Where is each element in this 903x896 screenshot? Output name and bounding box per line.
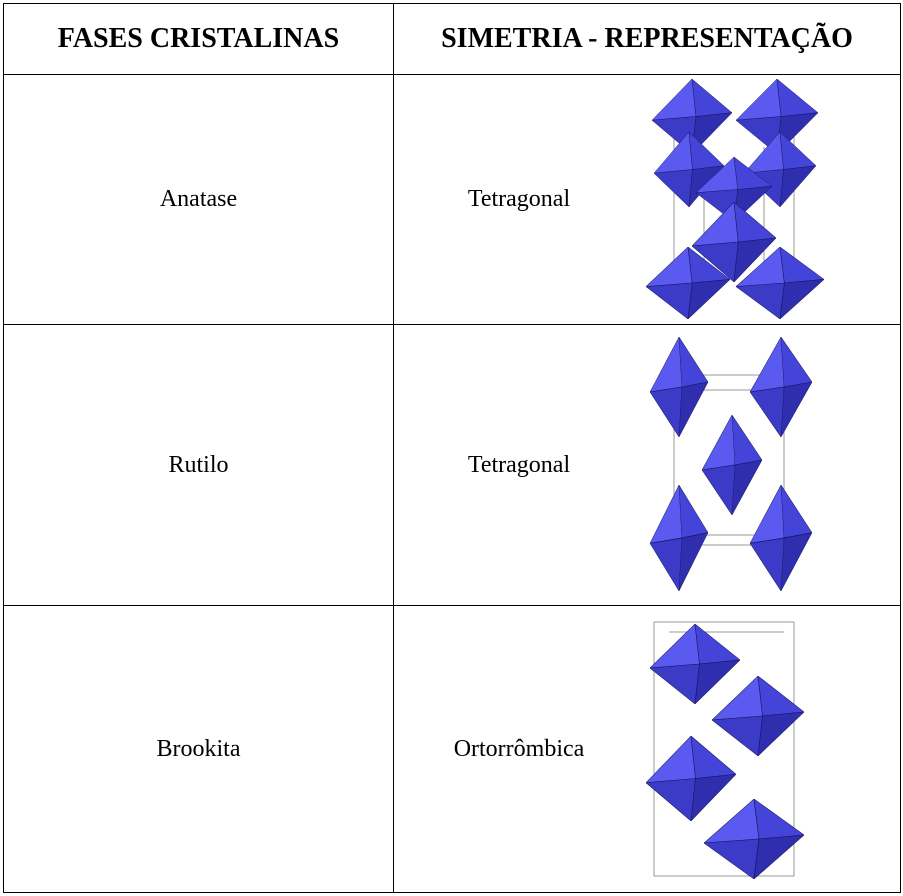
header-cell: SIMETRIA - REPRESENTAÇÃO bbox=[393, 3, 901, 75]
symmetry-text: Tetragonal bbox=[467, 186, 571, 212]
structure-shape bbox=[750, 337, 812, 437]
phase-cell: Rutilo bbox=[3, 324, 394, 606]
structure-shape bbox=[650, 485, 708, 591]
symmetry-text: Tetragonal bbox=[467, 451, 571, 478]
symmetry-cell: Tetragonal bbox=[393, 74, 901, 325]
structure-shape bbox=[650, 624, 740, 704]
phase-cell: Anatase bbox=[3, 74, 394, 325]
structure-shape bbox=[646, 736, 736, 821]
structure-shape bbox=[650, 337, 708, 437]
symmetry-cell: Ortorrômbica bbox=[393, 605, 901, 893]
structure-shape bbox=[750, 485, 812, 591]
header-cell: FASES CRISTALINAS bbox=[3, 3, 394, 75]
symmetry-text: Ortorrômbica bbox=[453, 735, 585, 762]
rutile-structure bbox=[650, 337, 812, 591]
anatase-structure bbox=[646, 79, 824, 319]
phase-table: FASES CRISTALINAS SIMETRIA - REPRESENTAÇ… bbox=[3, 3, 901, 893]
row: Rutilo Tetragonal bbox=[3, 324, 901, 606]
structure-shape bbox=[702, 415, 762, 515]
row: Brookita Ortorrômbica bbox=[3, 605, 901, 893]
brookite-structure bbox=[646, 621, 804, 879]
structure-shape bbox=[712, 676, 804, 756]
symmetry-cell: Tetragonal bbox=[393, 324, 901, 606]
structure-shape bbox=[704, 799, 804, 879]
row: Anatase Tetragonal bbox=[3, 74, 901, 325]
phase-cell: Brookita bbox=[3, 605, 394, 893]
header-row: FASES CRISTALINAS SIMETRIA - REPRESENTAÇ… bbox=[3, 3, 901, 75]
